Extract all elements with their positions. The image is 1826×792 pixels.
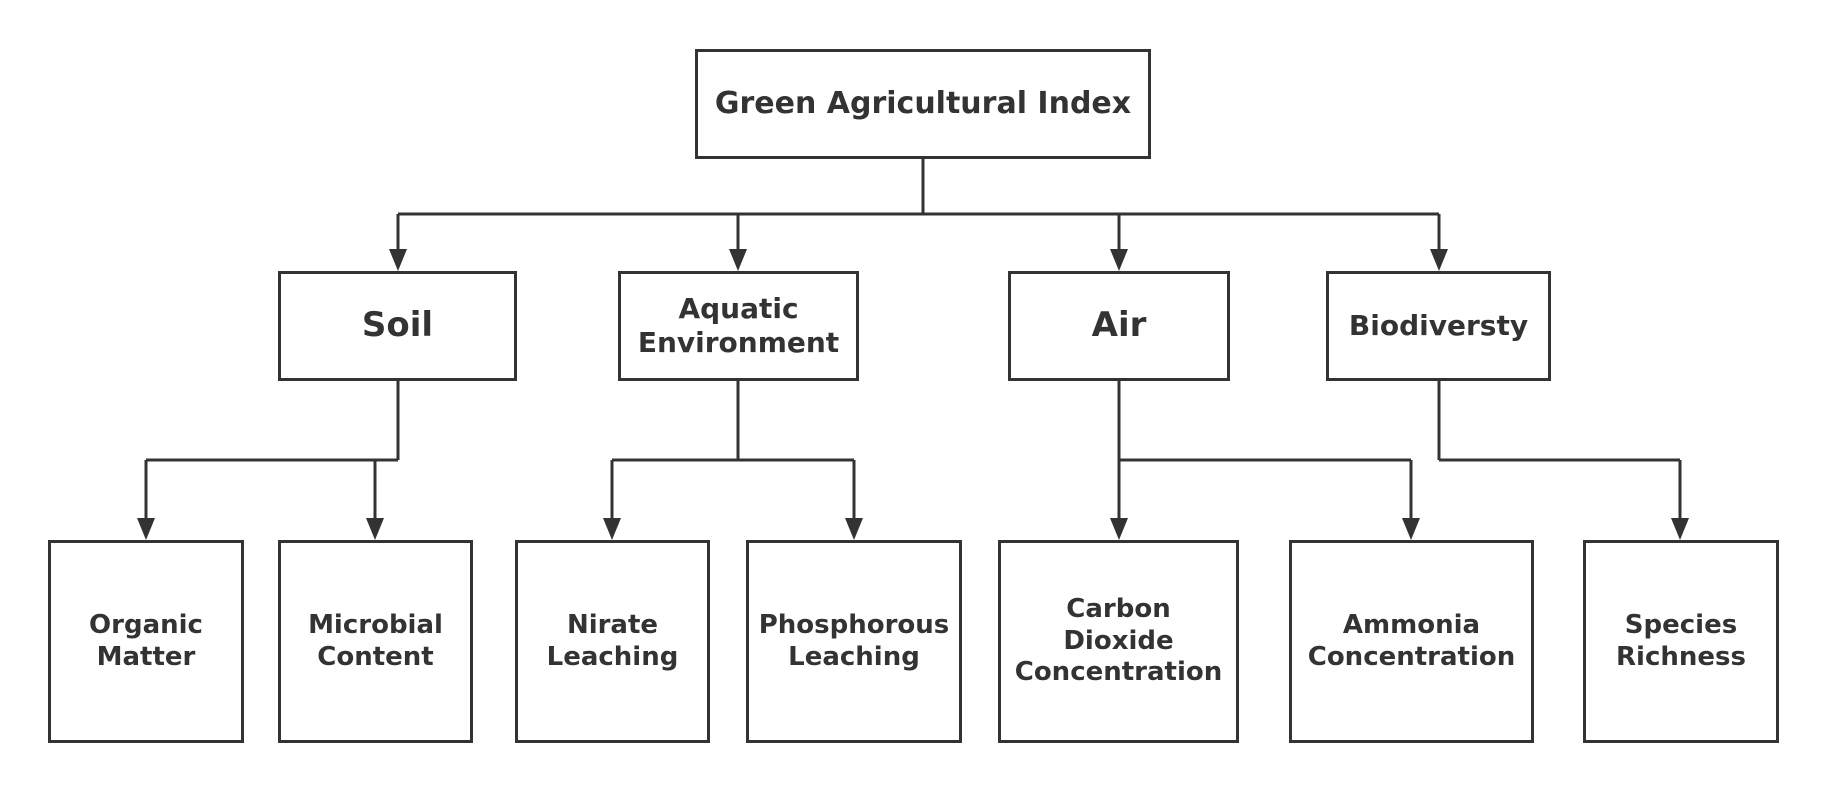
arrowhead-to-organic-matter	[137, 518, 155, 540]
arrowhead-to-soil	[389, 249, 407, 271]
arrowhead-to-biodiversty	[1430, 249, 1448, 271]
arrowhead-to-aquatic-environment	[729, 249, 747, 271]
category-label-air: Air	[1091, 305, 1147, 346]
leaf-label-nirate-leaching: Nirate Leaching	[546, 609, 679, 672]
leaf-node-species-richness: Species Richness	[1583, 540, 1779, 743]
arrowhead-to-ammonia-concentration	[1402, 518, 1420, 540]
leaf-node-microbial-content: Microbial Content	[278, 540, 473, 743]
category-node-air: Air	[1008, 271, 1230, 381]
leaf-node-organic-matter: Organic Matter	[48, 540, 244, 743]
leaf-node-ammonia-concentration: Ammonia Concentration	[1289, 540, 1534, 743]
leaf-label-microbial-content: Microbial Content	[308, 609, 443, 672]
arrowhead-to-microbial-content	[366, 518, 384, 540]
category-label-soil: Soil	[361, 305, 434, 346]
arrowhead-to-species-richness	[1671, 518, 1689, 540]
leaf-label-species-richness: Species Richness	[1616, 609, 1746, 672]
leaf-label-organic-matter: Organic Matter	[89, 609, 203, 672]
leaf-label-phosphorous-leaching: Phosphorous Leaching	[758, 609, 950, 672]
root-label: Green Agricultural Index	[714, 85, 1132, 121]
root-node-green-agricultural-index: Green Agricultural Index	[695, 49, 1151, 159]
category-node-soil: Soil	[278, 271, 517, 381]
arrowhead-to-air	[1110, 249, 1128, 271]
category-node-biodiversty: Biodiversty	[1326, 271, 1551, 381]
leaf-node-carbon-dioxide-concentration: Carbon Dioxide Concentration	[998, 540, 1239, 743]
arrowhead-to-phosphorous-leaching	[845, 518, 863, 540]
category-label-aquatic-environment: Aquatic Environment	[637, 291, 840, 359]
leaf-node-phosphorous-leaching: Phosphorous Leaching	[746, 540, 962, 743]
category-node-aquatic-environment: Aquatic Environment	[618, 271, 859, 381]
leaf-node-nirate-leaching: Nirate Leaching	[515, 540, 710, 743]
leaf-label-ammonia-concentration: Ammonia Concentration	[1307, 609, 1516, 672]
arrowhead-to-carbon-dioxide-concentration	[1110, 518, 1128, 540]
category-label-biodiversty: Biodiversty	[1348, 308, 1529, 342]
leaf-label-carbon-dioxide-concentration: Carbon Dioxide Concentration	[1014, 593, 1223, 688]
arrowhead-to-nirate-leaching	[603, 518, 621, 540]
